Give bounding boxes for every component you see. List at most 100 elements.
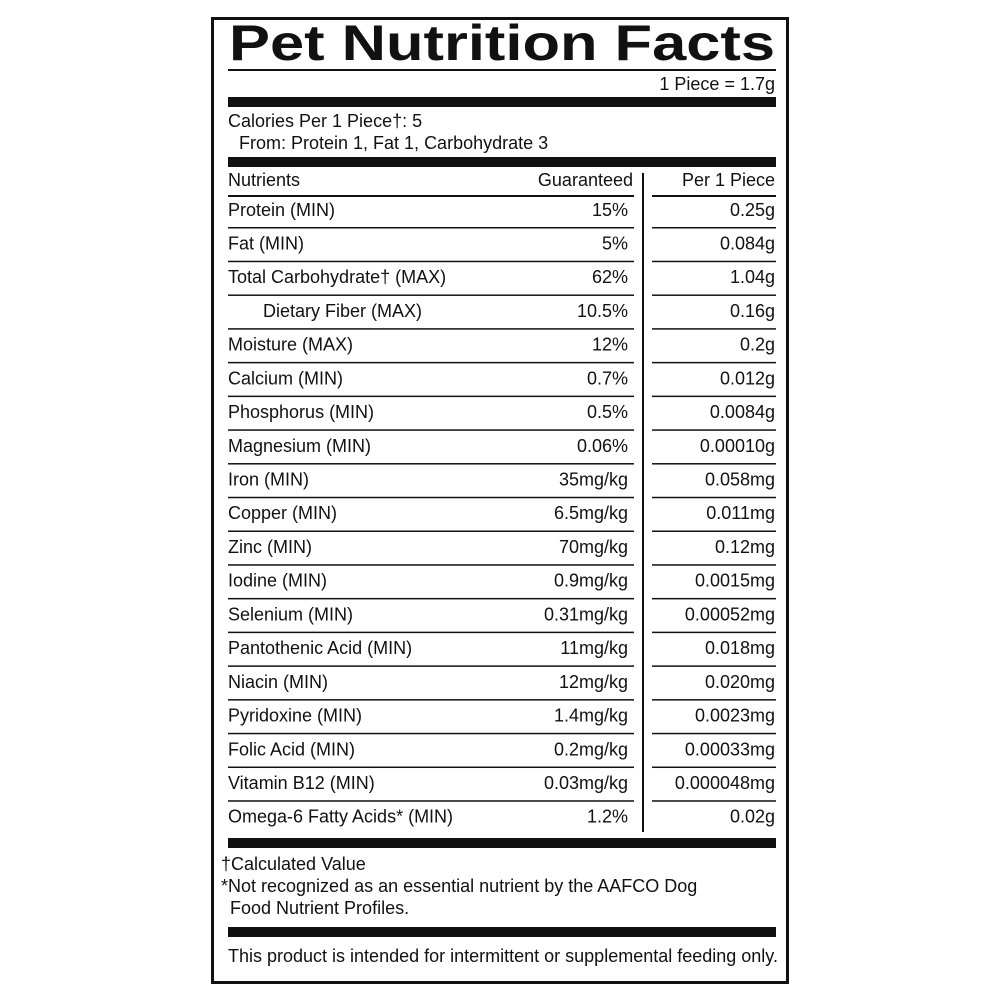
row-rule: [228, 766, 634, 769]
row-rule: [652, 766, 776, 769]
row-rule: [652, 597, 776, 600]
row-rule: [228, 260, 634, 263]
nutrient-name: Protein (MIN): [228, 200, 335, 220]
guaranteed-value: 62%: [592, 267, 628, 287]
nutrient-name: Omega-6 Fatty Acids* (MIN): [228, 807, 453, 827]
guaranteed-value: 0.5%: [587, 402, 628, 422]
row-rule: [228, 328, 634, 330]
nutrient-name: Folic Acid (MIN): [228, 739, 355, 759]
row-rule: [652, 665, 776, 667]
title: Pet Nutrition Facts: [229, 15, 775, 71]
row-rule: [652, 361, 776, 364]
per-piece-value: 0.018mg: [705, 638, 775, 658]
row-rule: [228, 361, 634, 364]
guaranteed-value: 10.5%: [577, 301, 628, 321]
nutrient-name: Selenium (MIN): [228, 604, 353, 624]
guaranteed-value: 5%: [602, 233, 628, 253]
per-piece-value: 0.0084g: [710, 402, 775, 422]
row-rule: [228, 665, 634, 667]
guaranteed-value: 35mg/kg: [559, 470, 628, 490]
row-rule: [652, 294, 776, 296]
per-piece-value: 0.00010g: [700, 436, 775, 456]
footnote: †Calculated Value: [221, 854, 366, 874]
row-rule: [228, 195, 634, 197]
nutrient-name: Pyridoxine (MIN): [228, 706, 362, 726]
nutrient-name: Vitamin B12 (MIN): [228, 773, 375, 793]
guaranteed-value: 12mg/kg: [559, 672, 628, 692]
per-piece-value: 0.020mg: [705, 672, 775, 692]
row-rule: [228, 294, 634, 296]
guaranteed-value: 0.9mg/kg: [554, 571, 628, 591]
row-rule: [652, 227, 776, 229]
thick-rule: [228, 838, 776, 848]
nutrient-name: Zinc (MIN): [228, 537, 312, 557]
guaranteed-value: 0.03mg/kg: [544, 773, 628, 793]
header-nutrients: Nutrients: [228, 170, 300, 190]
row-rule: [652, 631, 776, 634]
row-rule: [652, 564, 776, 566]
row-rule: [228, 631, 634, 634]
guaranteed-value: 6.5mg/kg: [554, 503, 628, 523]
per-piece-value: 0.0023mg: [695, 706, 775, 726]
row-rule: [228, 463, 634, 465]
per-piece-value: 0.00052mg: [685, 604, 775, 624]
thick-rule: [228, 97, 776, 107]
calories: Calories Per 1 Piece†: 5: [228, 111, 422, 131]
disclaimer: This product is intended for intermitten…: [228, 946, 778, 966]
label-border: [211, 17, 789, 984]
serving-size: 1 Piece = 1.7g: [659, 74, 775, 94]
nutrient-name: Pantothenic Acid (MIN): [228, 638, 412, 658]
per-piece-value: 0.25g: [730, 200, 775, 220]
thick-rule: [228, 157, 776, 167]
guaranteed-value: 70mg/kg: [559, 537, 628, 557]
guaranteed-value: 11mg/kg: [560, 638, 628, 658]
per-piece-value: 0.058mg: [705, 470, 775, 490]
per-piece-value: 0.011mg: [706, 503, 775, 523]
nutrient-name: Copper (MIN): [228, 503, 337, 523]
nutrient-name: Total Carbohydrate† (MAX): [228, 267, 446, 287]
per-piece-value: 0.012g: [720, 368, 775, 388]
row-rule: [228, 800, 634, 802]
guaranteed-value: 0.31mg/kg: [544, 604, 628, 624]
per-piece-value: 0.02g: [730, 807, 775, 827]
nutrient-name: Iodine (MIN): [228, 571, 327, 591]
per-piece-value: 1.04g: [730, 267, 775, 287]
per-piece-value: 0.084g: [720, 233, 775, 253]
rule: [228, 69, 776, 71]
per-piece-value: 0.12mg: [715, 537, 775, 557]
per-piece-value: 0.2g: [740, 335, 775, 355]
row-rule: [228, 699, 634, 701]
nutrient-name: Phosphorus (MIN): [228, 402, 374, 422]
per-piece-value: 0.0015mg: [695, 571, 775, 591]
header-guaranteed: Guaranteed: [538, 170, 633, 190]
guaranteed-value: 1.2%: [587, 807, 628, 827]
guaranteed-value: 1.4mg/kg: [554, 706, 628, 726]
row-rule: [652, 800, 776, 802]
row-rule: [652, 195, 776, 197]
row-rule: [228, 732, 634, 735]
row-rule: [652, 260, 776, 263]
row-rule: [228, 227, 634, 229]
row-rule: [652, 732, 776, 735]
nutrient-name: Magnesium (MIN): [228, 436, 371, 456]
guaranteed-value: 15%: [592, 200, 628, 220]
header-per-piece: Per 1 Piece: [682, 170, 775, 190]
nutrient-name: Niacin (MIN): [228, 672, 328, 692]
nutrient-name: Fat (MIN): [228, 233, 304, 253]
thick-rule: [228, 927, 776, 937]
row-rule: [652, 496, 776, 499]
row-rule: [652, 699, 776, 701]
nutrient-name: Moisture (MAX): [228, 335, 353, 355]
row-rule: [652, 530, 776, 532]
row-rule: [228, 429, 634, 431]
row-rule: [228, 395, 634, 398]
guaranteed-value: 0.7%: [587, 368, 628, 388]
nutrient-name: Iron (MIN): [228, 470, 309, 490]
footnote: Food Nutrient Profiles.: [230, 898, 409, 918]
row-rule: [228, 496, 634, 499]
calories-from: From: Protein 1, Fat 1, Carbohydrate 3: [239, 133, 548, 153]
guaranteed-value: 0.2mg/kg: [554, 739, 628, 759]
per-piece-value: 0.00033mg: [685, 739, 775, 759]
row-rule: [228, 564, 634, 566]
